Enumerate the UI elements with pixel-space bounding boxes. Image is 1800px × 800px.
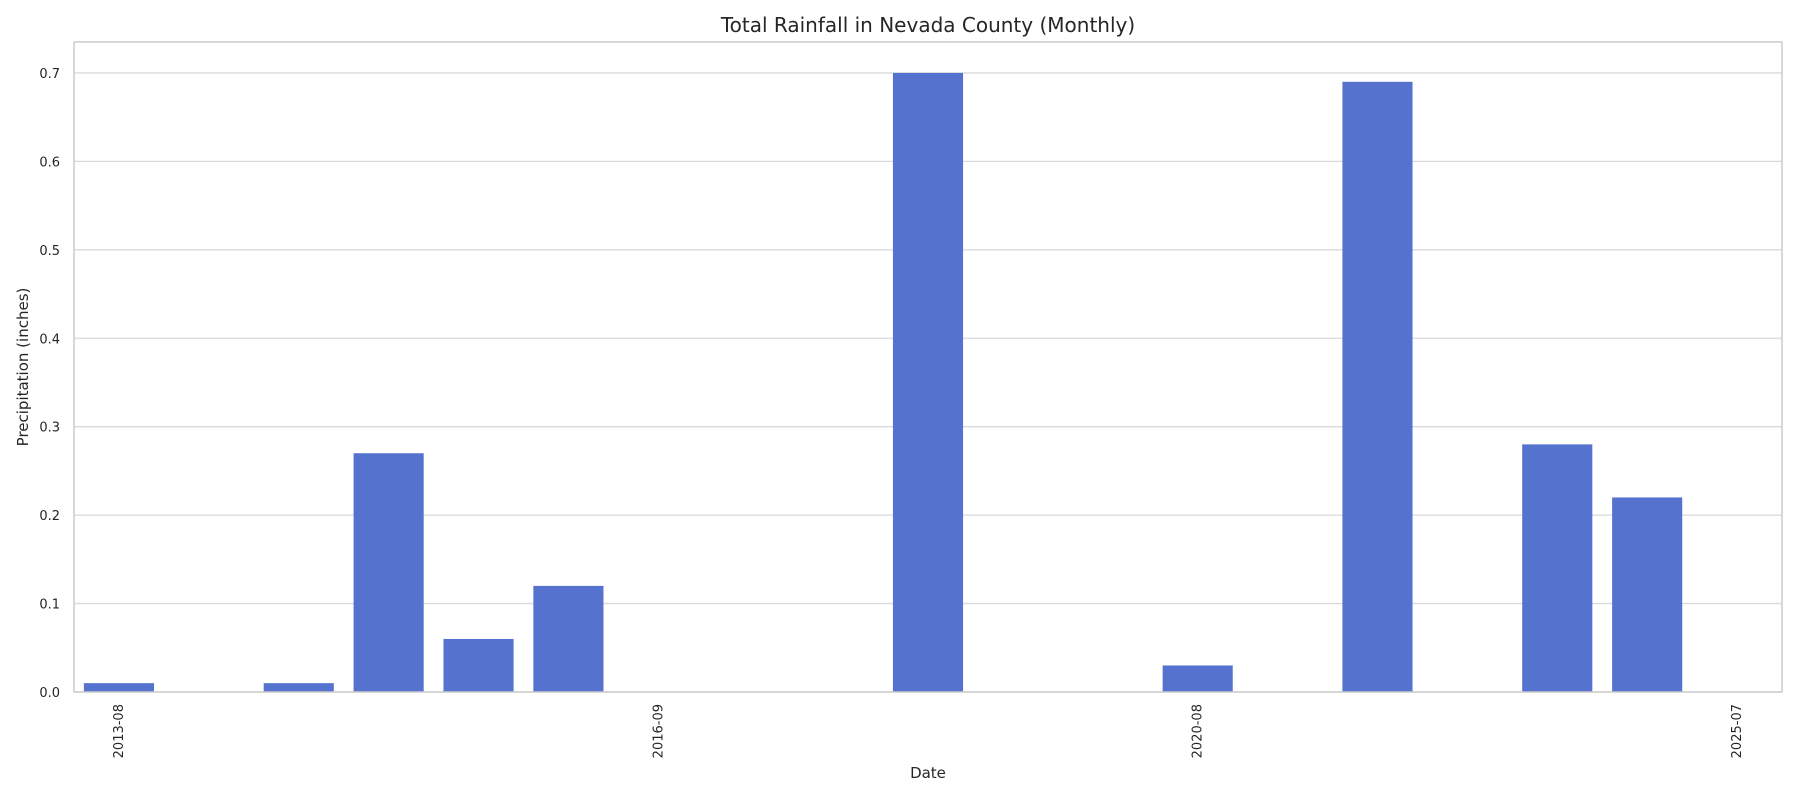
bar bbox=[1522, 444, 1593, 692]
x-tick-label: 2013-08 bbox=[112, 704, 127, 758]
y-tick-label: 0.4 bbox=[39, 332, 60, 347]
y-axis-label: Precipitation (inches) bbox=[14, 288, 32, 447]
bar bbox=[1612, 497, 1683, 692]
bar bbox=[83, 683, 155, 692]
bar bbox=[263, 683, 334, 692]
chart-title: Total Rainfall in Nevada County (Monthly… bbox=[720, 13, 1135, 37]
bars bbox=[83, 72, 1683, 693]
y-tick-label: 0.6 bbox=[39, 155, 60, 170]
x-tick-label: 2016-09 bbox=[651, 704, 666, 758]
y-tick-label: 0.7 bbox=[39, 67, 60, 82]
x-axis-label: Date bbox=[910, 764, 946, 782]
plot-frame bbox=[73, 41, 1783, 693]
y-tick-label: 0.1 bbox=[39, 598, 60, 613]
bar bbox=[1162, 665, 1233, 692]
bar bbox=[892, 72, 964, 692]
bar bbox=[353, 453, 424, 692]
y-axis-ticks: 0.0 0.1 0.2 0.3 0.4 0.5 0.6 0.7 bbox=[39, 67, 60, 701]
y-tick-label: 0.0 bbox=[39, 686, 60, 701]
x-axis-ticks: 2013-08 2016-09 2020-08 2025-07 bbox=[112, 704, 1745, 758]
x-tick-label: 2025-07 bbox=[1730, 704, 1745, 758]
bar bbox=[533, 585, 604, 692]
bar bbox=[443, 638, 514, 692]
y-tick-label: 0.3 bbox=[39, 421, 60, 436]
y-tick-label: 0.5 bbox=[39, 244, 60, 259]
y-tick-label: 0.2 bbox=[39, 509, 60, 524]
x-tick-label: 2020-08 bbox=[1191, 704, 1206, 758]
bar bbox=[1342, 81, 1413, 693]
